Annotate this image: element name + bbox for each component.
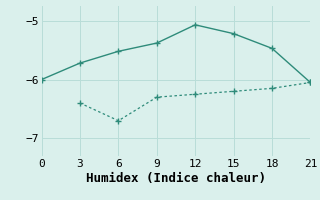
X-axis label: Humidex (Indice chaleur): Humidex (Indice chaleur) [86,172,266,185]
